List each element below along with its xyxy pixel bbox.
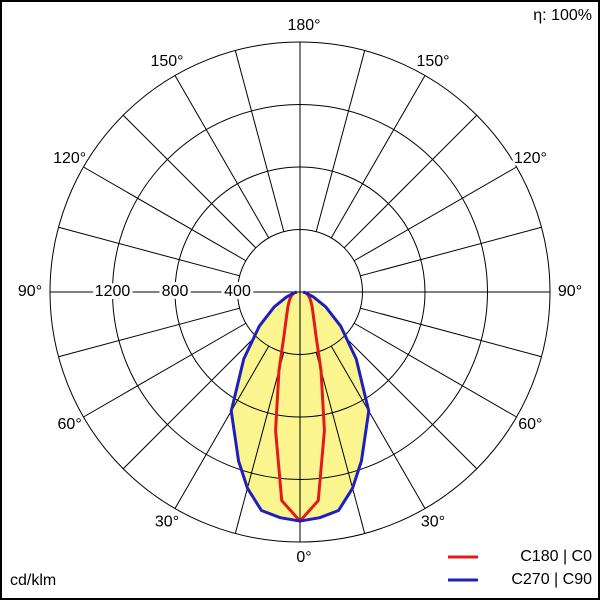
- unit-label: cd/klm: [10, 572, 56, 589]
- grid-spoke: [174, 345, 270, 509]
- angle-tick-label: 150°: [150, 53, 183, 70]
- grid-spoke: [330, 345, 426, 509]
- angle-tick-label: 60°: [58, 416, 82, 433]
- grid-spoke: [122, 114, 257, 249]
- angle-tick-label: 150°: [416, 53, 449, 70]
- r-tick-label: 1200: [95, 283, 131, 300]
- efficiency-annotation: η: 100%: [533, 7, 592, 24]
- grid-spoke: [353, 166, 517, 262]
- angle-tick-label: 0°: [296, 549, 311, 566]
- grid-spoke: [122, 335, 257, 470]
- r-tick-label: 800: [162, 283, 189, 300]
- grid-spoke: [315, 352, 366, 534]
- angle-tick-label: 90°: [558, 283, 582, 300]
- grid-spoke: [58, 307, 240, 358]
- grid-spoke: [360, 226, 542, 277]
- angle-tick-label: 60°: [518, 416, 542, 433]
- grid-spoke: [58, 226, 240, 277]
- angle-tick-label: 30°: [155, 514, 179, 531]
- legend-label: C270 | C90: [511, 571, 592, 588]
- angle-tick-label: 120°: [53, 150, 86, 167]
- angle-tick-label: 90°: [18, 283, 42, 300]
- angle-tick-label: 180°: [287, 17, 320, 34]
- grid-spoke: [343, 335, 478, 470]
- grid-spoke: [360, 307, 542, 358]
- grid-spoke: [234, 352, 285, 534]
- grid-spoke: [83, 166, 247, 262]
- grid-spoke: [83, 322, 247, 418]
- grid-spoke: [174, 75, 270, 239]
- angle-tick-label: 120°: [514, 150, 547, 167]
- series-curve: [229, 290, 301, 523]
- grid-spoke: [315, 50, 366, 232]
- angle-tick-label: 30°: [421, 514, 445, 531]
- series-curve: [299, 290, 371, 523]
- grid-spoke: [234, 50, 285, 232]
- grid-spoke: [330, 75, 426, 239]
- grid-spoke: [353, 322, 517, 418]
- r-tick-label: 400: [224, 283, 251, 300]
- grid-spoke: [343, 114, 478, 249]
- legend-label: C180 | C0: [520, 548, 592, 565]
